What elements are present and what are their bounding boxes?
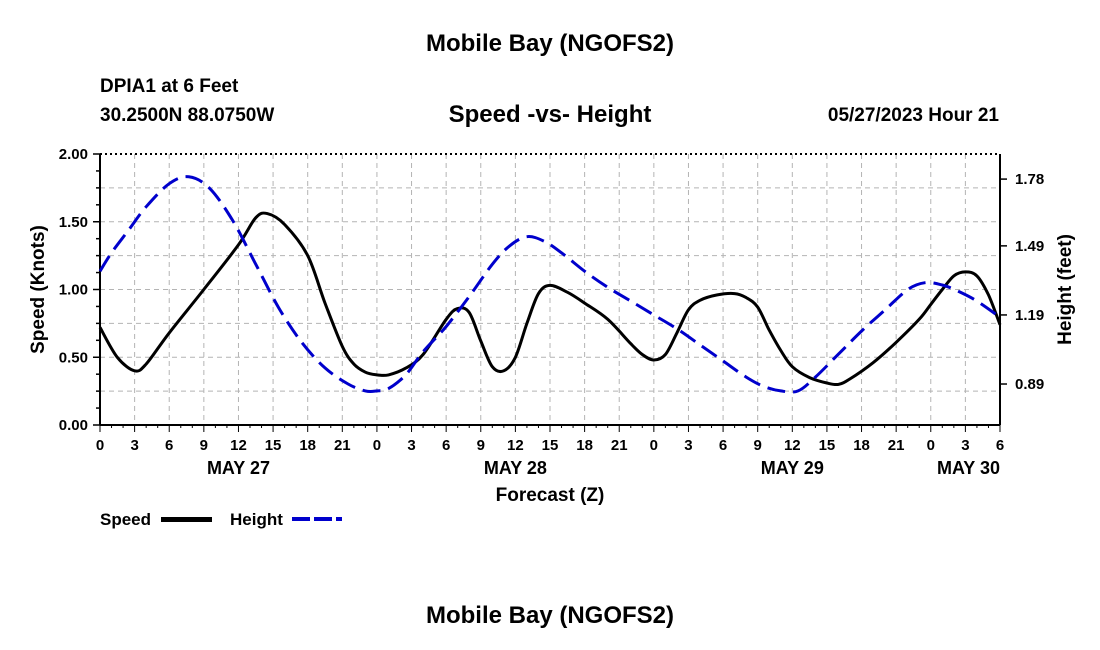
y-axis-title: Speed (Knots): [28, 225, 49, 354]
y-tick-label: 1.50: [59, 214, 88, 231]
x-tick-label: 0: [96, 437, 104, 454]
x-tick-label: 0: [373, 437, 381, 454]
x-tick-label: 6: [996, 437, 1004, 454]
x-tick-label: 9: [754, 437, 762, 454]
x-tick-label: 3: [684, 437, 692, 454]
label-layer: 0.00 0.50 1.00 1.50 2.00 0.89 1.19 1.49 1.78 0 3 6 9…: [28, 146, 1076, 506]
plot-subtitle: Speed -vs- Height: [448, 101, 652, 128]
date-label: MAY 30: [937, 458, 1000, 478]
y2-tick-label: 0.89: [1015, 376, 1044, 393]
height-series-line: [98, 175, 1001, 394]
legend-speed-label: Speed: [100, 510, 152, 529]
date-label: MAY 29: [761, 458, 824, 478]
x-tick-label: 6: [442, 437, 450, 454]
y2-tick-label: 1.19: [1015, 307, 1044, 324]
x-tick-label: 18: [299, 437, 316, 454]
x-tick-label: 12: [230, 437, 247, 454]
x-tick-label: 21: [611, 437, 628, 454]
x-tick-label: 12: [507, 437, 524, 454]
x-tick-label: 18: [576, 437, 593, 454]
forecast-timestamp: 05/27/2023 Hour 21: [827, 105, 999, 126]
x-tick-label: 18: [853, 437, 870, 454]
y2-tick-label: 1.78: [1015, 171, 1044, 188]
axis-layer: [93, 153, 1007, 432]
x-tick-label: 15: [265, 437, 282, 454]
y-tick-label: 0.00: [59, 417, 88, 434]
x-tick-label: 12: [784, 437, 801, 454]
y2-axis-title: Height (feet): [1055, 234, 1076, 345]
y2-tick-label: 1.49: [1015, 238, 1044, 255]
x-tick-label: 3: [407, 437, 415, 454]
speed-series-line: [98, 211, 1002, 387]
x-tick-label: 9: [477, 437, 485, 454]
x-tick-label: 3: [130, 437, 138, 454]
x-tick-label: 0: [650, 437, 658, 454]
x-tick-label: 0: [927, 437, 935, 454]
legend-height-swatch: [292, 517, 342, 521]
x-tick-label: 15: [819, 437, 836, 454]
chart-title: Mobile Bay (NGOFS2): [425, 30, 675, 57]
x-tick-label: 21: [334, 437, 351, 454]
grid-layer: [100, 154, 1000, 425]
legend-height-label: Height: [230, 510, 283, 529]
y-tick-label: 1.00: [59, 282, 88, 299]
x-axis-title: Forecast (Z): [496, 485, 605, 506]
x-tick-label: 9: [200, 437, 208, 454]
station-name: DPIA1 at 6 Feet: [100, 76, 239, 97]
x-tick-label: 6: [165, 437, 173, 454]
x-tick-label: 21: [888, 437, 905, 454]
series-layer: [98, 175, 1002, 394]
footer-title: Mobile Bay (NGOFS2): [425, 602, 675, 629]
legend-speed-swatch: [161, 517, 212, 522]
x-tick-label: 15: [542, 437, 559, 454]
y-tick-label: 2.00: [59, 146, 88, 163]
x-tick-label: 3: [961, 437, 969, 454]
y-tick-label: 0.50: [59, 349, 88, 366]
station-coordinates: 30.2500N 88.0750W: [100, 105, 275, 126]
date-label: MAY 27: [207, 458, 270, 478]
date-label: MAY 28: [484, 458, 547, 478]
x-tick-label: 6: [719, 437, 727, 454]
